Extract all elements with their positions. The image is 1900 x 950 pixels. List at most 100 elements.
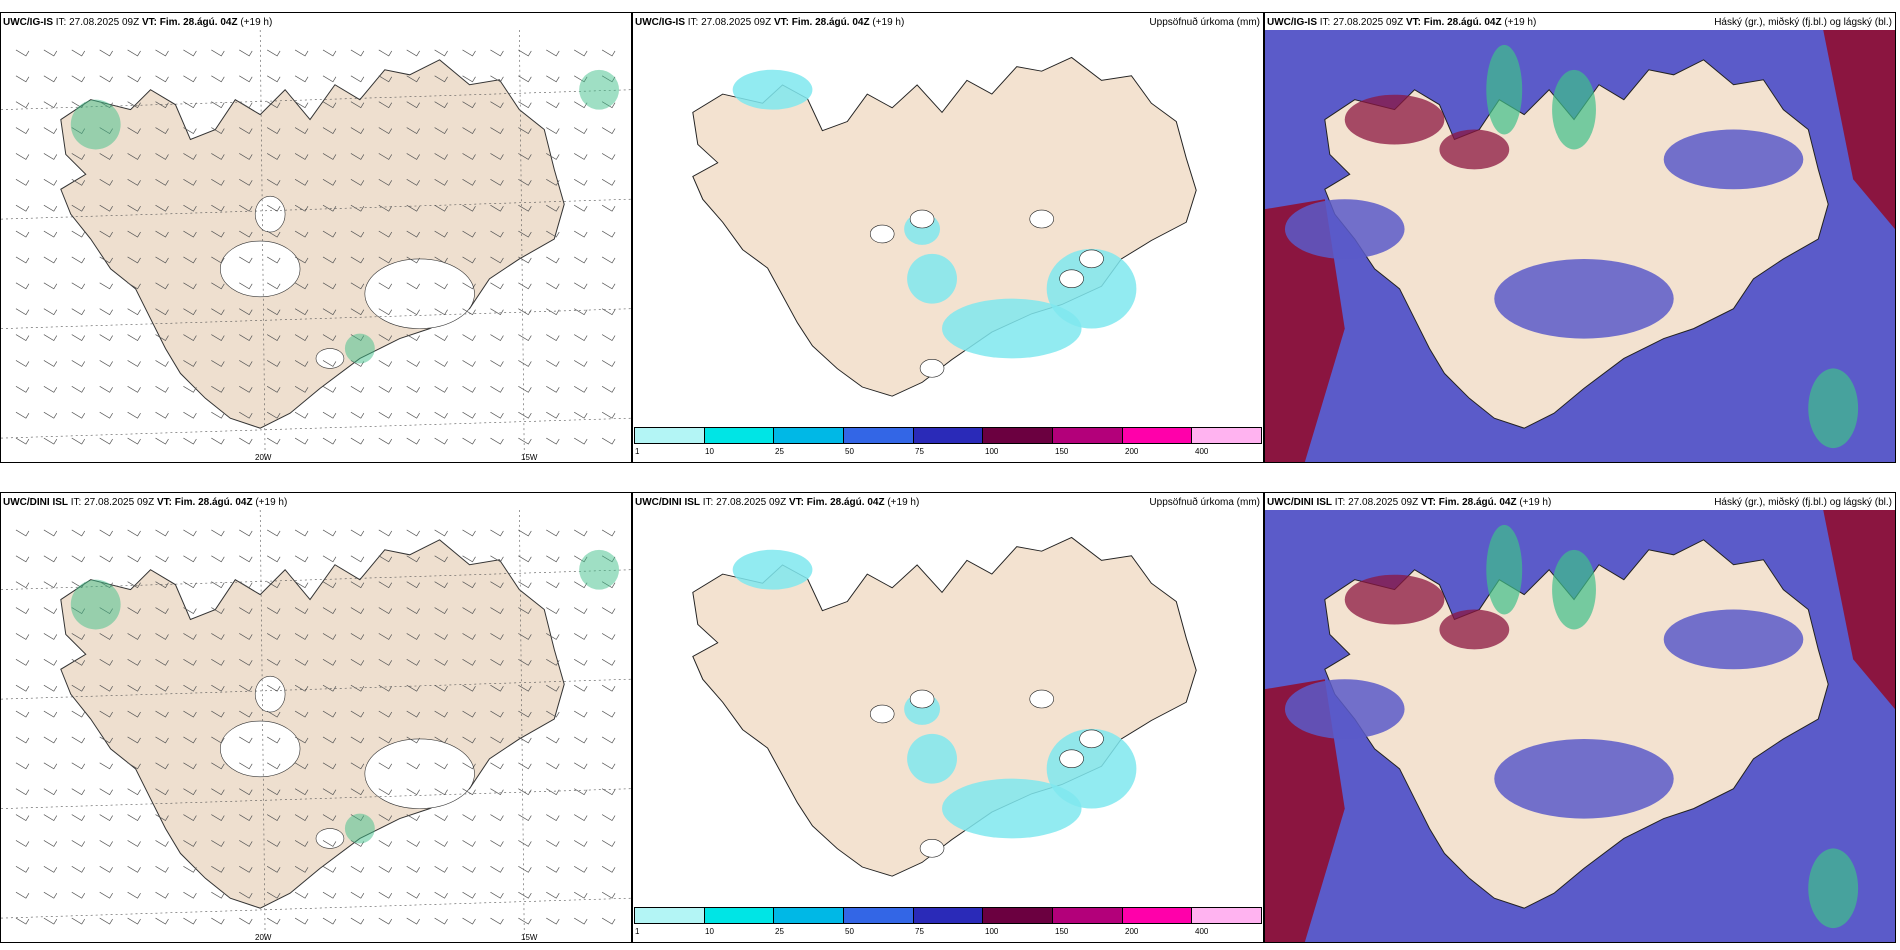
wind-barb — [574, 308, 588, 316]
colorbar-swatch — [844, 428, 914, 443]
wind-barb — [15, 411, 30, 419]
mid-cloud — [1552, 549, 1596, 630]
glacier — [909, 689, 935, 709]
wind-barb — [406, 49, 420, 57]
wind-barb — [71, 840, 86, 847]
wind-barb — [211, 788, 225, 796]
wind-barb — [294, 891, 309, 899]
wind-barb — [266, 917, 281, 925]
colorbar-tick-label: 1 — [635, 447, 640, 456]
wind-barb — [239, 788, 253, 796]
wind-barb — [322, 127, 337, 134]
wind-barb — [71, 49, 86, 57]
wind-barb — [350, 308, 365, 316]
wind-barb — [378, 411, 393, 419]
wind-barb — [294, 334, 309, 342]
wind-barb — [546, 153, 560, 160]
wind-barb — [434, 736, 448, 744]
wind-barb — [155, 49, 169, 57]
wind-barb — [518, 75, 532, 83]
wind-barb — [266, 607, 281, 614]
wind-barb — [406, 230, 420, 238]
wind-barb — [378, 529, 393, 537]
wind-barb — [155, 230, 169, 238]
wind-barb — [546, 762, 560, 770]
wind-barb — [266, 555, 281, 563]
wind-barb — [294, 437, 309, 445]
wind-barb — [322, 179, 337, 186]
wind-barb — [15, 75, 30, 83]
wind-barb — [574, 917, 588, 925]
wind-barb — [71, 411, 86, 419]
precip-area — [1046, 728, 1137, 809]
wind-barb — [71, 360, 86, 367]
wind-barb — [574, 230, 588, 238]
wind-barb — [546, 710, 560, 718]
colorbar-tick-label: 10 — [705, 927, 714, 936]
wind-barb — [490, 529, 504, 537]
wind-barb — [574, 360, 588, 367]
wind-barb — [43, 204, 58, 212]
wind-barb — [211, 529, 225, 537]
longitude-line — [259, 30, 266, 462]
wind-barb — [601, 308, 616, 316]
wind-barb — [266, 75, 281, 83]
wind-barb — [15, 659, 30, 666]
colorbar-swatch — [913, 428, 984, 443]
wind-barb — [490, 917, 504, 925]
wind-barb — [211, 204, 225, 212]
cloud-map — [1265, 510, 1895, 942]
wind-barb — [518, 153, 532, 160]
wind-barb — [322, 555, 337, 563]
wind-barb — [211, 891, 225, 899]
wind-barb — [43, 153, 58, 160]
wind-barb — [490, 788, 504, 796]
wind-barb — [127, 788, 141, 796]
wind-barb — [211, 633, 225, 640]
wind-barb — [211, 179, 225, 186]
high-cloud — [1265, 679, 1345, 942]
wind-barb — [434, 308, 448, 316]
wind-barb — [155, 866, 169, 873]
wind-barb — [239, 437, 253, 445]
wind-barb — [183, 386, 197, 393]
wind-barb — [322, 710, 337, 718]
latitude-line — [1, 308, 631, 329]
wind-barb — [322, 437, 337, 445]
wind-barb — [155, 308, 169, 316]
wind-barb — [518, 204, 532, 212]
wind-barb — [99, 179, 113, 186]
wind-barb — [239, 555, 253, 563]
wind-barb — [601, 529, 616, 537]
wind-barb — [490, 230, 504, 238]
wind-barb — [546, 411, 560, 419]
wind-barb — [378, 866, 393, 873]
wind-barb — [434, 659, 448, 666]
wind-barb — [43, 736, 58, 744]
wind-barb — [71, 788, 86, 796]
colorbar-swatch — [913, 908, 984, 923]
wind-barb — [155, 710, 169, 718]
wind-barb — [378, 101, 393, 109]
wind-barb — [155, 529, 169, 537]
wind-barb — [99, 736, 113, 744]
colorbar-swatch — [1192, 428, 1262, 443]
precip-area — [907, 253, 957, 304]
wind-barb — [434, 334, 448, 342]
wind-barb — [350, 127, 365, 134]
wind-barb — [490, 607, 504, 614]
wind-barb — [350, 736, 365, 744]
longitude-line — [259, 510, 266, 942]
wind-barb — [127, 153, 141, 160]
wind-barb — [378, 710, 393, 718]
wind-barb — [518, 334, 532, 342]
latitude-line — [1, 897, 631, 919]
colorbar-swatch — [1192, 908, 1262, 923]
wind-barb — [518, 659, 532, 666]
glacier — [315, 348, 345, 369]
wind-barb — [490, 437, 504, 445]
wind-barb — [574, 710, 588, 718]
wind-barb — [294, 866, 309, 873]
wind-barb — [183, 308, 197, 316]
wind-barb — [434, 607, 448, 614]
